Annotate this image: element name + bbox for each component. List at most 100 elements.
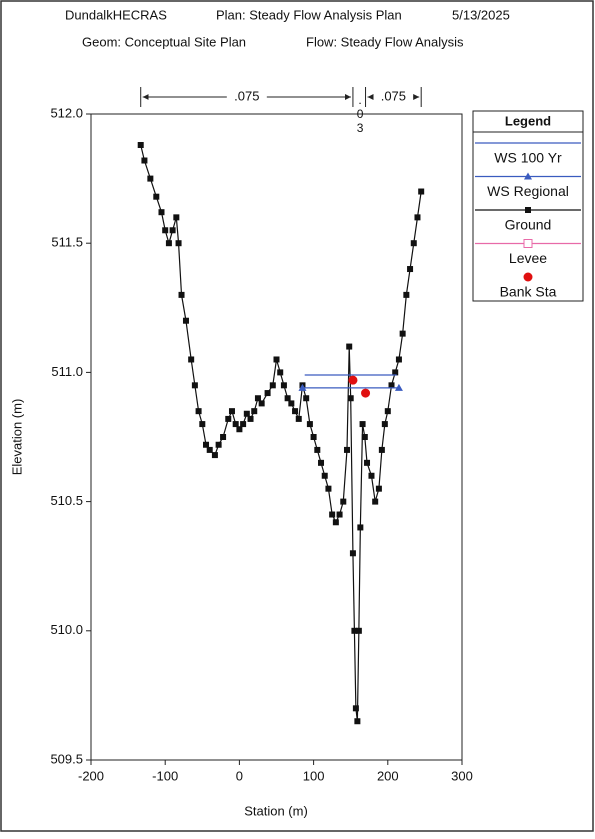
data-point bbox=[254, 395, 261, 402]
data-point bbox=[191, 382, 198, 389]
legend-title: Legend bbox=[505, 113, 551, 128]
data-point bbox=[336, 511, 343, 518]
geom: Geom: Conceptual Site Plan bbox=[82, 34, 246, 49]
data-point bbox=[329, 511, 336, 518]
data-point bbox=[178, 291, 185, 298]
data-point bbox=[228, 408, 235, 415]
data-point bbox=[306, 421, 313, 428]
legend-marker bbox=[523, 272, 533, 282]
x-tick-label: 200 bbox=[377, 768, 399, 783]
y-tick-label: 510.5 bbox=[50, 493, 83, 508]
legend-label: WS Regional bbox=[487, 183, 569, 199]
data-point bbox=[359, 421, 366, 428]
data-point bbox=[243, 410, 250, 417]
data-point bbox=[378, 446, 385, 453]
data-point bbox=[153, 193, 160, 200]
data-point bbox=[269, 382, 276, 389]
y-tick-label: 509.5 bbox=[50, 751, 83, 766]
data-point bbox=[195, 408, 202, 415]
legend-label: Levee bbox=[509, 250, 547, 266]
data-point bbox=[418, 188, 425, 195]
data-point bbox=[199, 421, 206, 428]
data-point bbox=[310, 434, 317, 440]
data-point bbox=[399, 330, 406, 337]
y-tick-label: 512.0 bbox=[50, 105, 83, 120]
data-point bbox=[173, 214, 180, 221]
legend-marker bbox=[523, 239, 533, 248]
data-point bbox=[355, 627, 362, 634]
data-point bbox=[158, 209, 165, 216]
data-point bbox=[352, 705, 359, 712]
y-tick-label: 511.5 bbox=[51, 235, 83, 250]
data-point bbox=[295, 415, 302, 422]
data-point bbox=[236, 426, 243, 433]
legend-label: WS 100 Yr bbox=[494, 150, 562, 166]
data-point bbox=[348, 375, 358, 385]
data-point bbox=[169, 227, 176, 234]
data-point bbox=[215, 441, 222, 448]
data-point bbox=[220, 434, 227, 440]
data-point bbox=[206, 446, 213, 453]
data-point bbox=[277, 369, 284, 376]
data-point bbox=[343, 446, 350, 453]
data-point bbox=[211, 452, 218, 459]
data-point bbox=[403, 291, 410, 298]
data-point bbox=[332, 519, 339, 526]
data-point bbox=[232, 421, 239, 428]
data-point bbox=[298, 383, 307, 391]
data-point bbox=[292, 408, 299, 415]
data-point bbox=[372, 498, 379, 505]
data-point bbox=[414, 214, 421, 221]
project: DundalkHECRAS bbox=[65, 7, 167, 22]
data-point bbox=[395, 356, 402, 363]
data-point bbox=[141, 157, 148, 164]
data-point bbox=[340, 498, 347, 505]
data-point bbox=[284, 395, 291, 402]
x-tick-label: 0 bbox=[236, 768, 243, 783]
data-point bbox=[188, 356, 195, 363]
legend-marker bbox=[525, 207, 531, 213]
y-tick-label: 511.0 bbox=[51, 364, 83, 379]
data-point bbox=[251, 408, 258, 415]
n-label: .075 bbox=[381, 88, 406, 103]
y-axis-label: Elevation (m) bbox=[9, 399, 24, 476]
series-line bbox=[140, 144, 422, 722]
data-point bbox=[407, 266, 414, 273]
data-point bbox=[318, 459, 325, 466]
data-point bbox=[264, 390, 271, 397]
data-point bbox=[240, 421, 247, 428]
x-axis-label: Station (m) bbox=[244, 803, 308, 818]
data-point bbox=[321, 472, 328, 479]
data-point bbox=[361, 434, 368, 440]
data-point bbox=[349, 550, 356, 557]
legend-marker bbox=[524, 172, 532, 180]
data-point bbox=[368, 472, 375, 479]
x-tick-label: -100 bbox=[152, 768, 178, 783]
data-point bbox=[346, 343, 353, 350]
data-point bbox=[357, 524, 364, 531]
data-point bbox=[351, 627, 358, 634]
data-point bbox=[165, 240, 172, 247]
data-point bbox=[384, 408, 391, 415]
date: 5/13/2025 bbox=[452, 7, 510, 22]
plan: Plan: Steady Flow Analysis Plan bbox=[216, 7, 402, 22]
data-point bbox=[258, 400, 265, 407]
data-point bbox=[147, 175, 154, 182]
n-label: .03 bbox=[353, 93, 367, 135]
data-point bbox=[347, 395, 354, 402]
n-label: .075 bbox=[234, 88, 259, 103]
x-tick-label: 100 bbox=[303, 768, 325, 783]
x-tick-label: -200 bbox=[78, 768, 104, 783]
data-point bbox=[247, 415, 254, 422]
legend-label: Bank Sta bbox=[500, 284, 557, 300]
data-point bbox=[394, 383, 403, 391]
data-point bbox=[303, 395, 310, 402]
data-point bbox=[364, 459, 371, 466]
plot-area bbox=[90, 113, 463, 761]
data-point bbox=[314, 446, 321, 453]
data-point bbox=[325, 485, 332, 492]
data-point bbox=[388, 382, 395, 389]
data-point bbox=[162, 227, 169, 234]
